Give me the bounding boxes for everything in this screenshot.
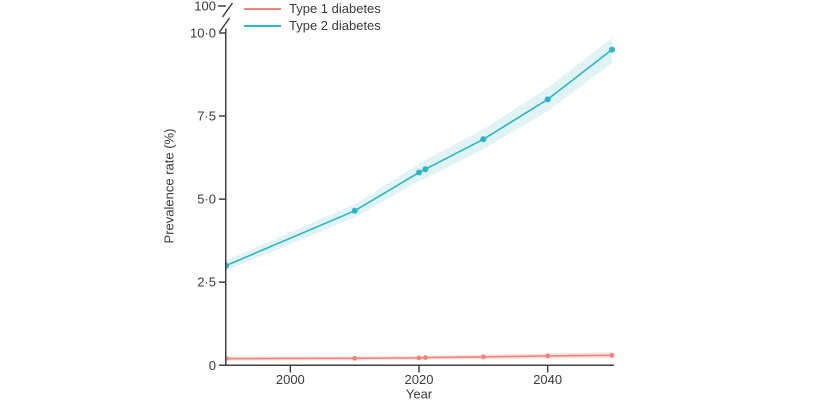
type-1-diabetes-data-point-marker	[480, 354, 486, 360]
chart-legend: Type 1 diabetes Type 2 diabetes	[244, 0, 381, 34]
type-1-diabetes-data-point-marker	[609, 352, 615, 358]
y-tick-label-axis-break-top: 100	[194, 0, 216, 14]
type-2-diabetes-line	[225, 48, 613, 267]
x-tick-label: 2000	[276, 372, 305, 387]
type-2-diabetes-data-point-marker	[480, 136, 487, 143]
type-2-diabetes-data-point-marker	[422, 166, 429, 173]
y-tick-label: 0	[209, 358, 216, 373]
axes	[218, 2, 614, 373]
y-tick-label: 7·5	[197, 109, 216, 124]
legend-item-type1-diabetes: Type 1 diabetes	[244, 0, 381, 17]
x-axis-title: Year	[405, 386, 433, 402]
axis-break-slash-upper	[221, 2, 234, 18]
y-axis-title: Prevalence rate (%)	[161, 128, 177, 244]
type-1-diabetes-data-point-marker	[352, 355, 358, 361]
legend-line-swatch-type2	[244, 24, 281, 27]
axis-break-slash-lower	[218, 17, 231, 33]
type-1-diabetes-data-point-marker	[545, 353, 551, 359]
legend-label-type1: Type 1 diabetes	[289, 1, 381, 16]
type-1-diabetes-data-point-marker	[416, 355, 422, 361]
legend-item-type2-diabetes: Type 2 diabetes	[244, 17, 381, 34]
legend-line-swatch-type1	[244, 7, 281, 10]
type-2-diabetes-data-point-marker	[416, 169, 422, 176]
type-1-diabetes-data-point-marker	[423, 355, 428, 360]
legend-label-type2: Type 2 diabetes	[289, 18, 381, 33]
y-tick-label: 10·0	[190, 26, 216, 41]
type-2-diabetes-data-point-marker	[544, 96, 551, 103]
y-tick-label: 5·0	[197, 192, 216, 207]
type-1-diabetes-series	[225, 352, 615, 361]
x-tick-label: 2040	[533, 372, 562, 387]
x-tick-label: 2020	[405, 372, 434, 387]
type-2-diabetes-data-point-marker	[609, 46, 615, 53]
type-2-diabetes-confidence-band	[226, 38, 612, 271]
y-tick-label: 2·5	[197, 275, 216, 290]
type-2-diabetes-series	[225, 38, 615, 271]
type-2-diabetes-data-point-marker	[351, 207, 358, 214]
